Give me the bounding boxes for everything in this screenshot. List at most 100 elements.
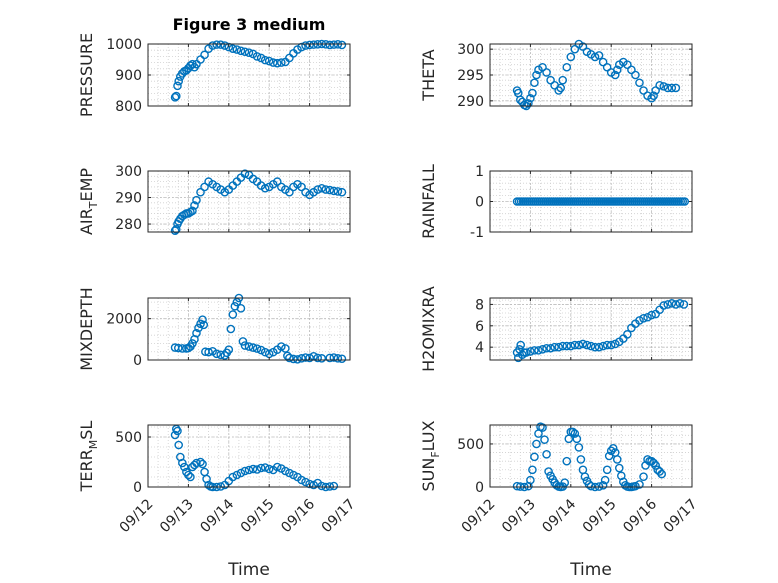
data-point (313, 353, 322, 363)
data-point (598, 57, 608, 67)
y-axis-label: SUNFLUX (419, 420, 442, 491)
data-point (186, 61, 195, 70)
x-tick-label: 09/15 (580, 496, 620, 536)
data-point (647, 93, 656, 103)
data-point (526, 347, 535, 356)
data-point (568, 427, 578, 437)
subplot-terr-msl: 0 500 TERRMSL 09/12 09/13 09/14 09/15 09/16 09/1… (77, 421, 358, 580)
y-tick-label: 300 (457, 42, 484, 58)
data-point (325, 185, 335, 195)
data-point (224, 345, 234, 354)
data-point (305, 353, 314, 363)
y-tick-label: 300 (115, 164, 142, 180)
data-point (248, 343, 258, 352)
data-point (631, 481, 640, 491)
x-axis-label: Time (569, 560, 612, 580)
data-point (252, 344, 262, 353)
data-point (192, 328, 201, 338)
data-point (232, 45, 242, 54)
data-point (260, 183, 270, 193)
data-point (264, 464, 274, 474)
subplot-pressure: 800 900 1000 PRESSURE (77, 33, 351, 117)
data-point (667, 83, 677, 93)
x-tick-label: 09/16 (620, 496, 660, 536)
data-point (198, 459, 207, 469)
x-tick-label: 09/14 (539, 496, 579, 536)
data-point (538, 62, 547, 72)
data-point (226, 324, 236, 334)
data-point (268, 58, 278, 67)
data-point (528, 465, 537, 475)
data-point (635, 78, 644, 88)
data-point (297, 354, 306, 363)
data-point (560, 478, 570, 487)
data-point (647, 310, 656, 320)
data-point (186, 207, 195, 217)
data-point (333, 187, 343, 196)
data-point (542, 449, 551, 459)
data-point (639, 314, 648, 323)
data-point (272, 177, 282, 186)
y-tick-label: 1 (475, 164, 484, 180)
data-point (524, 99, 533, 108)
data-point (612, 455, 622, 464)
subplot-mixdepth: 0 2000 MIXDEPTH (77, 287, 351, 371)
axes-box (489, 424, 693, 488)
data-point (317, 183, 327, 193)
data-point (538, 345, 547, 354)
data-point (608, 443, 618, 453)
data-point (602, 465, 612, 475)
data-point (244, 465, 254, 475)
data-point (240, 169, 250, 178)
data-point (639, 86, 648, 95)
data-point (566, 341, 576, 351)
data-point (578, 42, 588, 51)
data-point (200, 182, 209, 192)
data-point (321, 185, 331, 194)
y-tick-label: 2000 (106, 312, 142, 328)
data-point (199, 320, 209, 330)
data-point (649, 458, 658, 468)
data-point (614, 463, 624, 473)
data-point (281, 344, 290, 353)
data-point (196, 457, 205, 467)
data-point (675, 299, 685, 308)
data-point (173, 426, 182, 436)
y-tick-label: 900 (115, 68, 142, 84)
y-tick-label: 6 (475, 319, 484, 335)
data-point (232, 297, 242, 307)
data-point (538, 423, 547, 432)
data-point (532, 70, 541, 80)
data-point (526, 475, 535, 485)
data-point (556, 83, 566, 93)
data-point (171, 91, 181, 101)
data-point (600, 475, 610, 485)
data-point (655, 81, 664, 90)
y-tick-label: 0 (133, 480, 142, 496)
data-point (580, 472, 590, 481)
data-point (623, 330, 632, 339)
data-point (240, 466, 250, 476)
subplot-rainfall: -1 0 1 RAINFALL (419, 164, 693, 241)
subplot-sun-flux: 0 500 SUNFLUX 09/12 09/13 09/14 09/15 09/16 09/1… (419, 420, 700, 580)
data-point (667, 299, 677, 308)
data-point (651, 461, 660, 470)
data-point (329, 186, 339, 196)
data-point (285, 187, 294, 197)
data-point (623, 60, 632, 69)
data-point (301, 477, 310, 487)
data-point (204, 347, 213, 357)
data-point (188, 339, 197, 348)
data-point (325, 353, 335, 363)
y-tick-label: -1 (470, 225, 484, 241)
y-tick-label: 0 (475, 480, 484, 496)
data-point (598, 341, 608, 351)
data-point (542, 68, 551, 77)
data-point (530, 346, 539, 355)
data-point (610, 70, 620, 80)
data-point (576, 455, 586, 464)
data-point (317, 354, 327, 363)
y-tick-label: 0 (133, 353, 142, 369)
data-point (289, 354, 298, 364)
